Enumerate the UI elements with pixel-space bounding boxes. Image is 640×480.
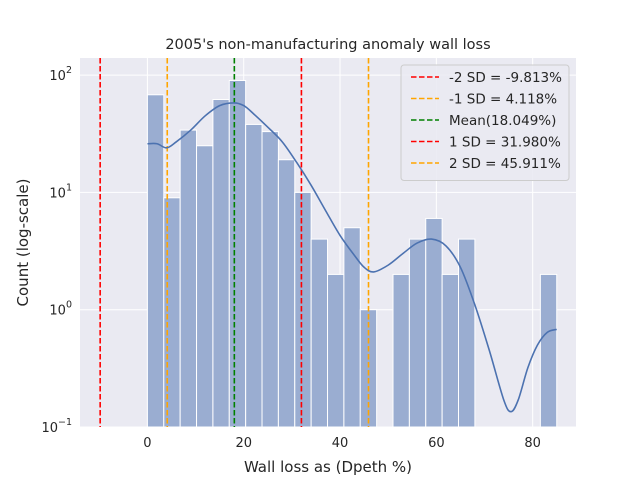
kde-layer [147,102,557,413]
x-tick-label: 20 [235,436,252,451]
y-tick-exponent: 2 [66,65,72,76]
x-axis-label: Wall loss as (Dpeth %) [244,458,412,476]
histogram-bar [146,94,165,428]
y-tick-base: 10 [49,304,66,319]
histogram-bar [425,217,443,428]
histogram-bar [196,145,214,428]
y-tick-exponent: −1 [58,417,72,428]
histogram-bar [245,123,263,428]
histogram-bar [294,191,312,428]
histogram-bar [277,159,296,428]
y-tick-base: 10 [41,421,58,436]
legend-entry-label: -2 SD = -9.813% [449,70,562,86]
histogram-bar [408,238,427,428]
legend-entry-label: 2 SD = 45.911% [449,156,561,172]
x-tick-label: 0 [143,436,151,451]
legend-entry-label: 1 SD = 31.980% [449,135,561,151]
reference-lines [99,58,370,427]
histogram-bar [261,131,279,428]
histogram-bar [163,197,181,428]
legend: -2 SD = -9.813% -1 SD = 4.118% Mean(18.049… [400,64,570,181]
legend-box [400,64,570,181]
histogram-bar [327,273,345,428]
histogram-bar [310,238,329,428]
histogram-bar [392,273,410,428]
chart-title: 2005's non-manufacturing anomaly wall lo… [165,37,490,53]
histogram-bar [458,238,476,428]
legend-entry-label: -1 SD = 4.118% [449,92,557,108]
y-tick-label: 101 [49,182,72,201]
histogram-bar [539,273,558,428]
histogram-bars [146,80,558,428]
x-tick-label: 40 [332,436,349,451]
x-tick-label: 60 [428,436,445,451]
y-tick-label: 100 [49,300,72,319]
y-tick-exponent: 0 [66,300,72,311]
y-axis-label: Count (log-scale) [14,179,32,307]
y-tick-exponent: 1 [66,182,72,193]
y-tick-base: 10 [49,69,66,84]
x-tick-label: 80 [524,436,541,451]
y-tick-label: 10−1 [41,417,72,436]
y-tick-label: 102 [49,65,72,84]
histogram-bar [441,273,460,428]
legend-entry-label: Mean(18.049%) [449,113,556,129]
histogram-bar [179,129,198,428]
histogram-bar [212,98,230,428]
kde-curve [147,102,557,413]
y-tick-base: 10 [49,186,66,201]
histogram-bar [343,227,361,428]
histogram-bar [228,80,247,428]
